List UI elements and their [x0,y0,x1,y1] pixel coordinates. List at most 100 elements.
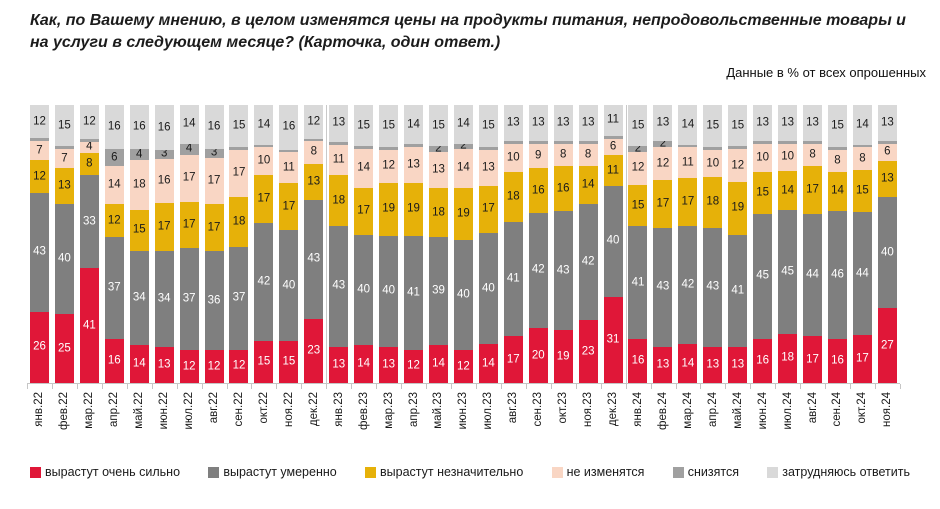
bar-segment: 20 [528,328,548,384]
legend-swatch-icon [30,466,41,478]
x-axis-label: ноя.23 [582,392,595,428]
bar-segment: 19 [728,182,748,235]
bar-segment: 43 [703,227,723,348]
segment-value-label: 14 [481,356,495,369]
x-axis-label: апр.24 [706,392,719,428]
segment-value-label: 13 [706,358,720,371]
x-label-cell: окт.24 [850,392,875,448]
x-axis-label: авг.22 [208,392,221,424]
segment-value-label: 37 [232,291,246,304]
bar-segment: 14 [478,344,498,384]
stacked-bar: 13 34 17 16 3 16 [154,105,174,384]
bar-segment: 13 [503,105,523,142]
segment-value-label: 13 [432,163,445,176]
x-axis [27,383,901,391]
x-axis-labels: янв.22 фев.22 мар.22 апр.22 май.22 июн.22 июл.… [27,392,900,448]
stacked-bar: 23 43 13 8 12 [304,105,324,384]
segment-value-label: 39 [432,284,445,297]
bar-segment: 13 [528,105,548,141]
segment-value-label: 13 [58,179,71,192]
bar-segment: 14 [179,105,199,144]
segment-value-label: 13 [880,116,894,129]
bar-segment: 26 [29,311,49,384]
bar-segment: 16 [628,339,648,384]
bar-segment [79,138,99,142]
segment-value-label: 14 [457,117,470,130]
bar-segment: 23 [578,319,598,384]
segment-value-label: 17 [157,220,171,233]
x-label-cell: сен.23 [526,392,551,448]
axis-tick [775,384,777,390]
legend-label: снизятся [687,465,739,480]
bar-апр.22: 16 37 12 14 6 16 [102,105,127,384]
bar-segment: 12 [204,350,224,384]
bar-segment [279,149,299,153]
bar-сен.23: 20 42 16 9 13 [526,105,551,384]
bar-янв.24: 16 41 15 12 2 15 [626,105,651,384]
bar-segment: 15 [628,185,648,227]
bar-segment [404,144,424,147]
segment-value-label: 41 [407,286,420,299]
segment-value-label: 4 [86,140,93,153]
bar-segment: 16 [154,158,174,204]
bar-segment: 16 [553,166,573,211]
legend-swatch-icon [551,466,563,478]
bar-мар.24: 14 42 17 11 14 [675,105,700,384]
legend-item: вырастут умеренно [208,465,337,479]
bar-segment: 18 [503,171,523,222]
segment-value-label: 15 [831,119,844,132]
stacked-bar: 17 44 17 8 13 [803,105,823,384]
bar-segment: 16 [528,168,548,213]
bar-segment: 18 [329,175,349,226]
bar-segment [354,146,374,150]
x-label-cell: янв.22 [27,392,52,448]
stacked-bar: 12 37 17 17 4 14 [179,105,199,384]
legend-label: вырастут незначительно [380,465,524,480]
legend-item: снизятся [672,465,739,480]
bar-segment: 13 [404,146,424,184]
stacked-bar: 14 40 17 13 15 [478,105,498,384]
segment-value-label: 2 [460,139,467,152]
segment-value-label: 17 [257,192,271,205]
axis-tick [625,384,627,390]
bar-segment: 31 [603,296,623,384]
bar-segment: 14 [453,105,473,144]
bar-segment: 17 [179,201,199,249]
bar-segment: 17 [279,183,299,231]
segment-value-label: 18 [232,215,246,228]
bar-segment: 12 [29,105,49,139]
bar-segment: 15 [703,105,723,147]
stacked-bar: 27 40 13 6 13 [877,105,897,384]
axis-tick [76,384,78,390]
axis-tick [700,384,702,390]
legend-swatch-icon [365,466,377,478]
segment-value-label: 40 [357,282,371,295]
plot-area: 26 43 12 7 12 25 40 13 7 15 41 33 8 4 12 16 37 12 14 6 16 14 3… [27,105,900,384]
segment-value-label: 12 [382,159,395,172]
bar-segment: 40 [877,196,897,309]
segment-value-label: 14 [432,357,445,370]
bar-segment: 8 [578,143,598,166]
axis-tick [51,384,53,390]
segment-value-label: 10 [756,151,770,164]
x-label-cell: май.22 [127,392,152,448]
segment-value-label: 12 [82,115,96,128]
bar-segment: 4 [179,143,199,155]
segment-value-label: 14 [357,161,371,174]
bar-segment: 15 [827,105,847,147]
segment-value-label: 17 [656,197,670,210]
bar-segment: 17 [204,157,224,205]
bar-июл.23: 14 40 17 13 15 [476,105,501,384]
segment-value-label: 20 [531,348,545,361]
segment-value-label: 15 [432,119,445,132]
segment-value-label: 10 [706,156,720,169]
chart-subtitle: Данные в % от всех опрошенных [726,65,926,81]
x-label-cell: апр.24 [700,392,725,448]
bar-segment: 13 [329,105,349,142]
x-axis-label: июл.23 [482,392,495,430]
segment-value-label: 10 [781,150,794,163]
segment-value-label: 14 [681,356,695,369]
segment-value-label: 15 [282,355,296,368]
bar-segment: 13 [728,347,748,384]
bar-июл.22: 12 37 17 17 4 14 [177,105,202,384]
